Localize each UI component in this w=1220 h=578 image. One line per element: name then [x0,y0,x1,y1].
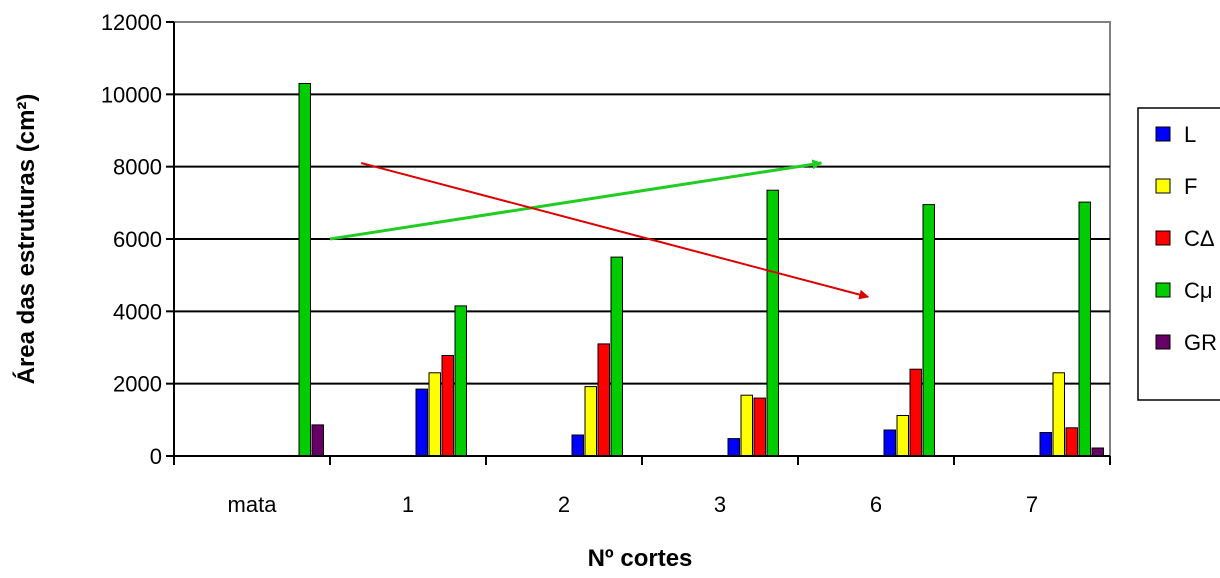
bar-GR-7 [1091,447,1104,457]
legend-swatch-GR [1155,334,1171,350]
x-tick-label: mata [228,492,278,517]
x-axis-title: Nº cortes [588,545,693,572]
x-tick-label: 7 [1026,492,1038,517]
bar-Cμ-1 [454,305,467,457]
bar-CΔ-2 [597,343,610,457]
bar-F-1 [428,372,441,457]
y-tick-label: 8000 [113,155,162,180]
bar-L-6 [883,429,896,457]
bar-L-2 [571,434,584,457]
bar-GR-mata [311,424,324,457]
y-tick-label: 0 [150,444,162,469]
legend-swatch-CΔ [1155,230,1171,246]
bar-series [298,83,1104,457]
bar-Cμ-6 [922,204,935,457]
bar-F-3 [740,394,753,457]
y-tick-label: 2000 [113,372,162,397]
x-tick-label: 2 [558,492,570,517]
y-axis-ticks: 0 2000 4000 6000 8000 10000 12000 [101,10,174,469]
bar-CΔ-1 [441,355,454,457]
legend-label-F: F [1184,174,1197,199]
red-trend-arrow [360,162,870,300]
bar-CΔ-6 [909,368,922,457]
x-tick-label: 6 [870,492,882,517]
bar-L-7 [1039,432,1052,457]
x-tick-label: 3 [714,492,726,517]
legend-box [1137,107,1220,401]
legend-swatch-Cμ [1155,282,1171,298]
legend-label-CΔ: CΔ [1184,226,1215,251]
y-tick-label: 6000 [113,227,162,252]
bar-L-1 [415,388,428,457]
x-tick-label: 1 [402,492,414,517]
legend: L F CΔ Cμ GR [1155,122,1217,355]
trend-arrows [329,159,870,300]
bar-F-6 [896,415,909,457]
green-trend-arrow [329,159,823,241]
bar-Cμ-3 [766,189,779,457]
legend-label-L: L [1184,122,1196,147]
bar-F-2 [584,386,597,457]
bar-CΔ-7 [1065,427,1078,457]
bar-CΔ-3 [753,397,766,457]
legend-label-GR: GR [1184,330,1217,355]
legend-swatch-L [1155,126,1171,142]
bar-Cμ-7 [1078,201,1091,457]
legend-label-Cμ: Cμ [1184,278,1213,303]
legend-swatch-F [1155,178,1171,194]
y-tick-label: 4000 [113,299,162,324]
y-axis-title: Área das estruturas (cm²) [12,94,40,385]
bar-F-7 [1052,372,1065,457]
bar-Cμ-2 [610,256,623,457]
y-tick-label: 12000 [101,10,162,35]
bar-Cμ-mata [298,83,311,457]
y-tick-label: 10000 [101,82,162,107]
x-axis-ticks: mata 1 2 3 6 7 [173,456,1111,517]
bar-L-3 [727,438,740,457]
